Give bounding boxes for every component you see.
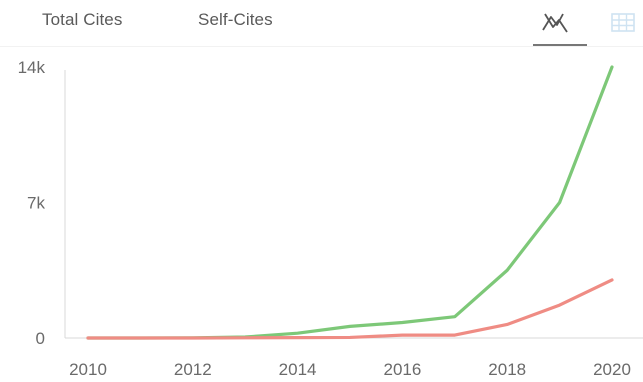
divider xyxy=(0,46,643,47)
y-tick-label: 7k xyxy=(27,194,45,213)
x-tick-label: 2016 xyxy=(383,360,421,379)
legend-self-cites[interactable]: Self-Cites xyxy=(198,10,273,29)
table-view-button[interactable] xyxy=(609,8,639,38)
legend-total-cites[interactable]: Total Cites xyxy=(42,10,123,29)
y-tick-label: 0 xyxy=(36,329,45,348)
line-view-button[interactable] xyxy=(541,8,571,38)
y-tick-label: 14k xyxy=(18,58,46,77)
active-view-indicator xyxy=(533,44,587,46)
x-tick-label: 2014 xyxy=(279,360,317,379)
x-tick-label: 2010 xyxy=(69,360,107,379)
line-chart-icon xyxy=(542,13,568,33)
series-line-total-cites xyxy=(86,65,614,340)
chart-legend: Total Cites Self-Cites xyxy=(0,0,643,50)
view-toggle xyxy=(533,6,643,50)
table-grid-icon xyxy=(611,13,635,32)
x-tick-label: 2020 xyxy=(593,360,631,379)
series-line-self-cites xyxy=(86,278,614,340)
x-tick-label: 2018 xyxy=(488,360,526,379)
x-tick-label: 2012 xyxy=(174,360,212,379)
